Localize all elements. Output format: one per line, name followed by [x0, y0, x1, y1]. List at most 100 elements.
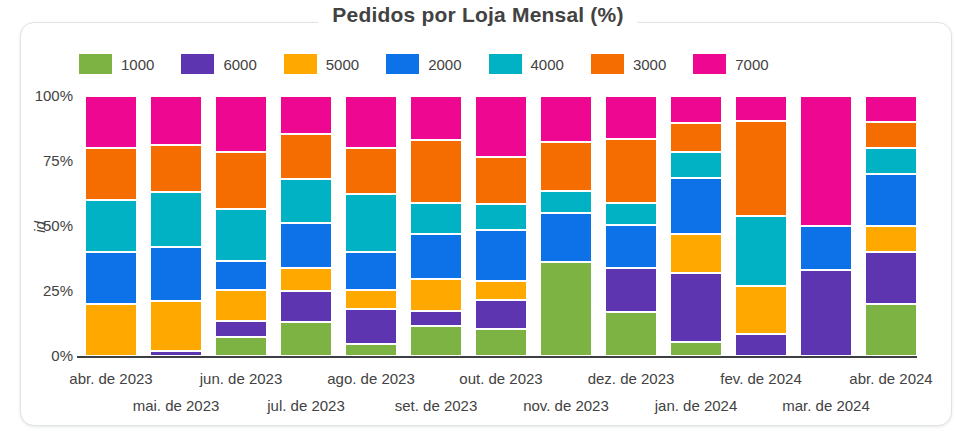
segment-1000[interactable] — [280, 322, 332, 356]
segment-7000[interactable] — [605, 96, 657, 139]
segment-5000[interactable] — [150, 301, 202, 350]
segment-1000[interactable] — [865, 304, 917, 356]
segment-7000[interactable] — [345, 96, 397, 148]
segment-6000[interactable] — [475, 300, 527, 329]
segment-6000[interactable] — [410, 311, 462, 327]
bar-jul. de 2023 — [280, 96, 332, 356]
segment-4000[interactable] — [85, 200, 137, 252]
segment-2000[interactable] — [475, 230, 527, 281]
segment-7000[interactable] — [85, 96, 137, 148]
segment-4000[interactable] — [410, 203, 462, 234]
plot-area — [81, 96, 919, 356]
segment-5000[interactable] — [215, 290, 267, 321]
bar-ago. de 2023 — [345, 96, 397, 356]
chart-card: 1000600050002000400030007000 id 0%25%50%… — [20, 22, 952, 426]
legend-item-7000: 7000 — [693, 54, 768, 74]
bar-fev. de 2024 — [735, 96, 787, 356]
segment-3000[interactable] — [605, 139, 657, 203]
segment-7000[interactable] — [215, 96, 267, 152]
segment-2000[interactable] — [540, 213, 592, 262]
legend-item-2000: 2000 — [386, 54, 461, 74]
segment-7000[interactable] — [735, 96, 787, 121]
segment-5000[interactable] — [280, 268, 332, 291]
segment-2000[interactable] — [215, 261, 267, 290]
y-tick-0: 0% — [25, 347, 73, 365]
segment-1000[interactable] — [605, 312, 657, 356]
segment-2000[interactable] — [670, 178, 722, 234]
segment-2000[interactable] — [800, 226, 852, 270]
segment-3000[interactable] — [345, 148, 397, 194]
segment-3000[interactable] — [865, 122, 917, 148]
segment-2000[interactable] — [410, 234, 462, 280]
segment-6000[interactable] — [345, 309, 397, 344]
segment-7000[interactable] — [150, 96, 202, 145]
segment-6000[interactable] — [215, 321, 267, 337]
segment-1000[interactable] — [540, 262, 592, 356]
segment-6000[interactable] — [865, 252, 917, 304]
segment-3000[interactable] — [85, 148, 137, 200]
bar-mai. de 2023 — [150, 96, 202, 356]
segment-7000[interactable] — [540, 96, 592, 142]
segment-1000[interactable] — [215, 337, 267, 357]
segment-7000[interactable] — [280, 96, 332, 134]
segment-7000[interactable] — [410, 96, 462, 140]
segment-5000[interactable] — [735, 286, 787, 334]
segment-5000[interactable] — [865, 226, 917, 252]
segment-1000[interactable] — [475, 329, 527, 356]
segment-5000[interactable] — [475, 281, 527, 301]
segment-7000[interactable] — [865, 96, 917, 122]
segment-4000[interactable] — [605, 203, 657, 225]
segment-6000[interactable] — [280, 291, 332, 322]
segment-2000[interactable] — [85, 252, 137, 304]
segment-6000[interactable] — [670, 273, 722, 342]
segment-5000[interactable] — [85, 304, 137, 356]
segment-4000[interactable] — [735, 216, 787, 286]
segment-6000[interactable] — [735, 334, 787, 356]
segment-3000[interactable] — [540, 142, 592, 191]
segment-2000[interactable] — [865, 174, 917, 226]
x-label: set. de 2023 — [395, 396, 478, 415]
segment-4000[interactable] — [475, 204, 527, 230]
y-tick-25: 25% — [25, 282, 73, 300]
segment-2000[interactable] — [150, 247, 202, 302]
bar-abr. de 2023 — [85, 96, 137, 356]
segment-6000[interactable] — [605, 268, 657, 312]
segment-1000[interactable] — [345, 344, 397, 356]
segment-3000[interactable] — [215, 152, 267, 209]
legend-label: 1000 — [121, 56, 154, 73]
segment-3000[interactable] — [670, 123, 722, 152]
bar-jan. de 2024 — [670, 96, 722, 356]
legend-item-3000: 3000 — [591, 54, 666, 74]
segment-1000[interactable] — [670, 342, 722, 356]
segment-4000[interactable] — [540, 191, 592, 213]
chart-title: Pedidos por Loja Mensal (%) — [318, 3, 637, 27]
segment-7000[interactable] — [670, 96, 722, 123]
segment-3000[interactable] — [475, 157, 527, 204]
segment-6000[interactable] — [800, 270, 852, 356]
y-tick-75: 75% — [25, 152, 73, 170]
segment-4000[interactable] — [280, 179, 332, 223]
segment-2000[interactable] — [345, 252, 397, 290]
segment-2000[interactable] — [605, 225, 657, 268]
segment-4000[interactable] — [865, 148, 917, 174]
legend-item-1000: 1000 — [79, 54, 154, 74]
segment-3000[interactable] — [735, 121, 787, 216]
segment-3000[interactable] — [410, 140, 462, 202]
segment-4000[interactable] — [150, 192, 202, 247]
segment-4000[interactable] — [670, 152, 722, 178]
legend-swatch-5000 — [284, 54, 317, 74]
segment-3000[interactable] — [150, 145, 202, 192]
segment-5000[interactable] — [410, 279, 462, 310]
segment-7000[interactable] — [800, 96, 852, 226]
segment-4000[interactable] — [345, 194, 397, 253]
segment-4000[interactable] — [215, 209, 267, 261]
x-label: abr. de 2024 — [849, 369, 932, 388]
segment-3000[interactable] — [280, 134, 332, 180]
legend-swatch-7000 — [693, 54, 726, 74]
segment-5000[interactable] — [345, 290, 397, 310]
y-tick-100: 100% — [25, 87, 73, 105]
segment-1000[interactable] — [410, 326, 462, 356]
segment-2000[interactable] — [280, 223, 332, 267]
segment-5000[interactable] — [670, 234, 722, 273]
segment-7000[interactable] — [475, 96, 527, 157]
